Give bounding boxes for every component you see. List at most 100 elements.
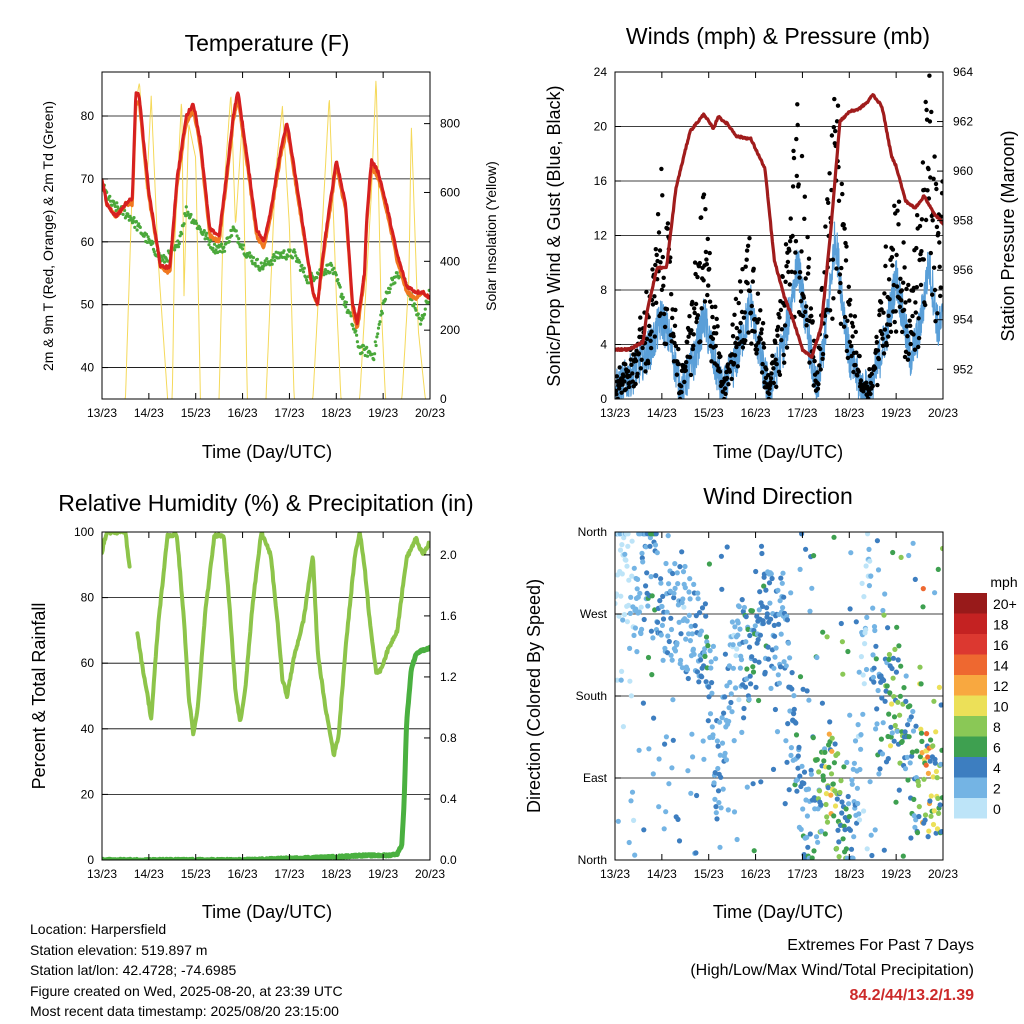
direction-point [619,668,625,675]
direction-point [791,693,797,699]
dewpoint-point [145,240,149,244]
gust-point [933,319,938,324]
gust-point [830,316,835,321]
direction-point [682,585,688,591]
gust-point [673,343,679,349]
gust-point [787,282,792,287]
direction-point [821,758,827,764]
dewpoint-point [212,242,217,246]
dewpoint-point [423,307,427,311]
direction-point [731,738,737,744]
direction-point [740,608,746,615]
direction-point [846,801,852,807]
gust-point [682,379,687,385]
direction-point [768,616,774,622]
gust-point [738,320,743,326]
y2-tick-label: 0.4 [440,792,457,806]
gust-point [825,197,830,202]
dewpoint-point [342,303,346,307]
gust-point [775,324,781,330]
direction-xlabel: Time (Day/UTC) [713,902,843,922]
x-tick-label: 16/23 [741,406,771,420]
gust-point [780,274,785,279]
gust-point [928,175,933,180]
direction-point [699,674,705,680]
direction-point [761,583,767,589]
direction-point [772,654,778,660]
direction-point [687,638,694,644]
direction-point [801,769,808,775]
direction-point [818,828,824,834]
direction-point [908,714,914,720]
y-tick-label: 20 [594,120,608,134]
station-info: Location: Harpersfield Station elevation… [30,919,343,1022]
direction-point [691,581,697,588]
gust-point [889,255,895,260]
direction-point [650,635,656,641]
direction-point [658,576,664,582]
direction-point [624,563,630,569]
direction-point [728,699,734,706]
direction-panel: Wind Direction NorthEastSouthWestNorth13… [524,483,1018,922]
direction-point [718,774,724,780]
direction-point [916,782,922,789]
dewpoint-point [330,263,334,267]
gust-point [749,341,754,346]
gust-point [817,363,822,368]
gust-point [792,270,798,275]
direction-speed-legend: 20+ 18 16 14 12 10 8 6 4 2 0 [954,593,1017,819]
direction-point [717,844,723,850]
direction-point [739,729,745,736]
direction-point [907,703,913,709]
gust-point [730,334,736,339]
direction-point [666,638,672,645]
direction-point [874,721,880,727]
direction-point [939,795,943,801]
dewpoint-point [422,312,427,316]
dewpoint-point [151,247,156,251]
y-tick-label: 100 [74,525,94,539]
gust-point [934,224,940,230]
direction-point [620,724,627,730]
dewpoint-point [390,278,395,282]
winds-xlabel: Time (Day/UTC) [713,442,843,462]
direction-point [897,712,903,718]
gust-point [741,315,747,320]
gust-point [759,331,764,336]
dewpoint-point [263,259,267,263]
gust-point [706,283,711,288]
gust-point [835,103,841,108]
legend-swatch [954,695,987,716]
gust-point [849,320,855,326]
direction-point [647,535,654,541]
direction-point [737,626,743,632]
direction-point [860,672,866,678]
gust-point [777,372,783,377]
direction-point [920,586,926,592]
direction-point [689,631,695,637]
gust-point [671,334,676,339]
direction-point [784,617,791,623]
gust-point [740,267,745,272]
gust-point [744,248,750,253]
gust-point [916,316,921,321]
legend-swatch [954,736,987,757]
direction-point [931,698,937,704]
gust-point [737,279,743,284]
gust-point [684,360,689,365]
gust-point [644,336,650,341]
gust-point [850,334,855,339]
direction-point [741,604,748,611]
direction-point [762,669,768,676]
station-latlon: Station lat/lon: 42.4728; -74.6985 [30,962,237,978]
x-tick-label: 14/23 [647,867,677,881]
gust-point [678,384,684,389]
dewpoint-point [270,262,274,266]
direction-point [925,834,931,840]
y-tick-label: 4 [600,338,607,352]
gust-point [766,396,771,399]
gust-point [691,343,696,348]
y-tick-label: 40 [81,361,95,375]
direction-point [680,596,686,602]
direction-point [676,619,682,625]
